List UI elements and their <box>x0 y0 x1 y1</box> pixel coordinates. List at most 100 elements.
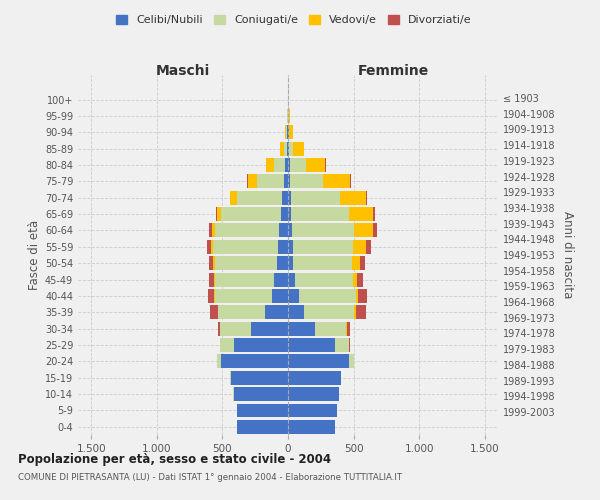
Bar <box>221 207 281 221</box>
Bar <box>274 272 288 286</box>
Bar <box>349 207 373 221</box>
Bar <box>289 109 290 123</box>
Bar <box>353 224 373 237</box>
Bar <box>230 191 237 204</box>
Bar <box>293 240 353 254</box>
Bar <box>288 256 293 270</box>
Y-axis label: Fasce di età: Fasce di età <box>28 220 41 290</box>
Bar <box>288 191 290 204</box>
Bar <box>288 371 341 384</box>
Bar <box>237 191 282 204</box>
Bar <box>280 224 288 237</box>
Bar <box>207 240 211 254</box>
Bar <box>233 338 288 352</box>
Bar <box>237 420 288 434</box>
Bar <box>288 126 289 139</box>
Bar <box>281 207 288 221</box>
Bar <box>215 289 272 303</box>
Bar <box>272 289 288 303</box>
Bar <box>251 322 288 336</box>
Bar <box>288 240 293 254</box>
Bar <box>288 272 295 286</box>
Bar <box>230 371 231 384</box>
Bar <box>284 174 288 188</box>
Bar <box>278 240 288 254</box>
Bar <box>215 256 277 270</box>
Bar <box>295 272 353 286</box>
Bar <box>218 306 265 319</box>
Bar <box>286 126 287 139</box>
Bar <box>373 224 377 237</box>
Bar <box>347 322 350 336</box>
Bar <box>289 126 293 139</box>
Bar <box>289 142 293 156</box>
Bar <box>211 240 213 254</box>
Text: COMUNE DI PIETRASANTA (LU) - Dati ISTAT 1° gennaio 2004 - Elaborazione TUTTITALI: COMUNE DI PIETRASANTA (LU) - Dati ISTAT … <box>18 472 402 482</box>
Bar <box>290 174 323 188</box>
Bar <box>209 272 214 286</box>
Bar <box>346 322 347 336</box>
Bar <box>216 207 217 221</box>
Bar <box>282 191 288 204</box>
Bar <box>325 158 326 172</box>
Bar <box>287 126 288 139</box>
Bar <box>335 338 349 352</box>
Bar <box>213 240 278 254</box>
Bar <box>215 224 280 237</box>
Bar <box>215 272 274 286</box>
Text: Maschi: Maschi <box>156 64 210 78</box>
Bar <box>353 272 357 286</box>
Bar <box>217 354 221 368</box>
Bar <box>304 306 354 319</box>
Bar <box>288 387 339 401</box>
Bar <box>212 224 215 237</box>
Bar <box>280 142 284 156</box>
Bar <box>277 256 288 270</box>
Bar <box>265 306 288 319</box>
Bar <box>238 404 288 417</box>
Text: Femmine: Femmine <box>358 64 428 78</box>
Bar <box>287 142 288 156</box>
Bar <box>349 338 350 352</box>
Bar <box>209 256 213 270</box>
Bar <box>220 322 251 336</box>
Bar <box>290 158 306 172</box>
Bar <box>209 224 212 237</box>
Bar <box>323 174 350 188</box>
Bar <box>358 289 367 303</box>
Bar <box>247 174 248 188</box>
Bar <box>288 338 335 352</box>
Bar <box>354 306 356 319</box>
Bar <box>292 224 353 237</box>
Bar <box>221 354 288 368</box>
Bar <box>288 142 289 156</box>
Bar <box>356 306 366 319</box>
Bar <box>266 158 274 172</box>
Bar <box>288 322 315 336</box>
Bar <box>214 272 215 286</box>
Bar <box>233 387 288 401</box>
Bar <box>290 191 340 204</box>
Y-axis label: Anni di nascita: Anni di nascita <box>561 212 574 298</box>
Bar <box>340 191 366 204</box>
Bar <box>218 322 220 336</box>
Bar <box>220 338 233 352</box>
Bar <box>288 404 337 417</box>
Legend: Celibi/Nubili, Coniugati/e, Vedovi/e, Divorziati/e: Celibi/Nubili, Coniugati/e, Vedovi/e, Di… <box>112 10 476 30</box>
Bar <box>349 354 353 368</box>
Bar <box>293 256 352 270</box>
Bar <box>288 224 292 237</box>
Bar <box>366 240 371 254</box>
Bar <box>352 256 360 270</box>
Text: Popolazione per età, sesso e stato civile - 2004: Popolazione per età, sesso e stato civil… <box>18 452 331 466</box>
Bar <box>288 174 290 188</box>
Bar <box>291 207 349 221</box>
Bar <box>284 142 287 156</box>
Bar <box>306 158 325 172</box>
Bar <box>350 174 351 188</box>
Bar <box>208 289 214 303</box>
Bar <box>288 420 335 434</box>
Bar <box>288 158 290 172</box>
Bar <box>293 142 304 156</box>
Bar <box>373 207 375 221</box>
